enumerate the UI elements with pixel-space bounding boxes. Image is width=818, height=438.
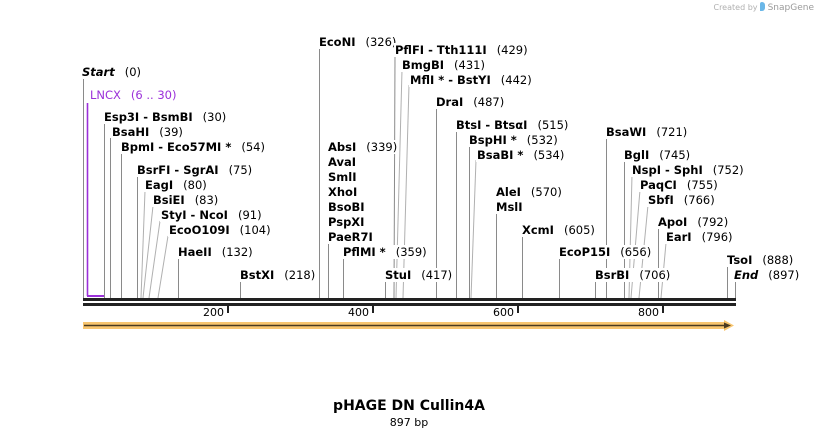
site-label[interactable]: EarI (796): [665, 230, 734, 244]
site-label[interactable]: DraI (487): [435, 95, 506, 109]
direction-arrow[interactable]: [83, 320, 734, 331]
site-label[interactable]: XcmI (605): [521, 223, 596, 237]
site-label[interactable]: AleI (570): [495, 185, 563, 199]
ruler-ticks: [227, 306, 664, 313]
backbone: [83, 298, 736, 306]
site-label[interactable]: PflMI * (359): [342, 245, 428, 259]
site-label[interactable]: SmlI: [327, 170, 358, 184]
site-label[interactable]: EcoNI (326): [318, 35, 398, 49]
snapgene-logo-icon: [760, 2, 766, 11]
site-label[interactable]: AbsI (339): [327, 140, 399, 154]
site-label[interactable]: StuI (417): [384, 268, 454, 282]
map-title: pHAGE DN Cullin4A: [333, 398, 485, 414]
feature-label-lncx[interactable]: LNCX (6 .. 30): [89, 88, 178, 102]
site-label[interactable]: BstXI (218): [239, 268, 317, 282]
snapgene-credit: Created by SnapGene: [713, 2, 814, 13]
site-label[interactable]: PaqCI (755): [639, 178, 719, 192]
end-label: End (897): [733, 268, 801, 282]
site-label[interactable]: SbfI (766): [647, 193, 716, 207]
site-label[interactable]: BspHI * (532): [468, 133, 559, 147]
site-label[interactable]: TsoI (888): [726, 253, 795, 267]
ruler-label: 800: [638, 306, 659, 319]
site-label[interactable]: BsiEI (83): [152, 193, 220, 207]
site-label[interactable]: BsaWI (721): [605, 125, 689, 139]
site-label[interactable]: BpmI - Eco57MI * (54): [120, 140, 266, 154]
site-label[interactable]: StyI - NcoI (91): [160, 208, 263, 222]
site-label[interactable]: BsaBI * (534): [476, 148, 566, 162]
site-label[interactable]: EcoO109I (104): [168, 223, 272, 237]
site-label[interactable]: XhoI: [327, 185, 359, 199]
site-label[interactable]: BsaHI (39): [111, 125, 184, 139]
sequence-length: 897 bp: [389, 416, 429, 429]
site-label[interactable]: BtsI - BtsαI (515): [455, 118, 570, 132]
site-label[interactable]: EagI (80): [144, 178, 208, 192]
ruler-label: 200: [203, 306, 224, 319]
start-label: Start (0): [81, 65, 143, 79]
site-label[interactable]: BglI (745): [623, 148, 692, 162]
site-label[interactable]: ApoI (792): [657, 215, 730, 229]
ruler-label: 400: [348, 306, 369, 319]
lncx-feature-bracket[interactable]: [86, 103, 104, 297]
site-label[interactable]: HaeII (132): [177, 245, 254, 259]
site-label[interactable]: PspXI: [327, 215, 366, 229]
site-label[interactable]: BsrFI - SgrAI (75): [136, 163, 254, 177]
site-label[interactable]: PaeR7I: [327, 230, 374, 244]
site-label[interactable]: AvaI: [327, 155, 358, 169]
site-label[interactable]: PflFI - Tth111I (429): [394, 43, 529, 57]
site-label[interactable]: BmgBI (431): [401, 58, 486, 72]
site-label[interactable]: EcoP15I (656): [558, 245, 653, 259]
site-label[interactable]: MslI: [495, 200, 524, 214]
site-label[interactable]: Esp3I - BsmBI (30): [103, 110, 228, 124]
site-label[interactable]: NspI - SphI (752): [631, 163, 745, 177]
site-label[interactable]: BsrBI (706): [594, 268, 672, 282]
site-label[interactable]: MflI * - BstYI (442): [409, 73, 533, 87]
site-label[interactable]: BsoBI: [327, 200, 366, 214]
ruler-label: 600: [493, 306, 514, 319]
